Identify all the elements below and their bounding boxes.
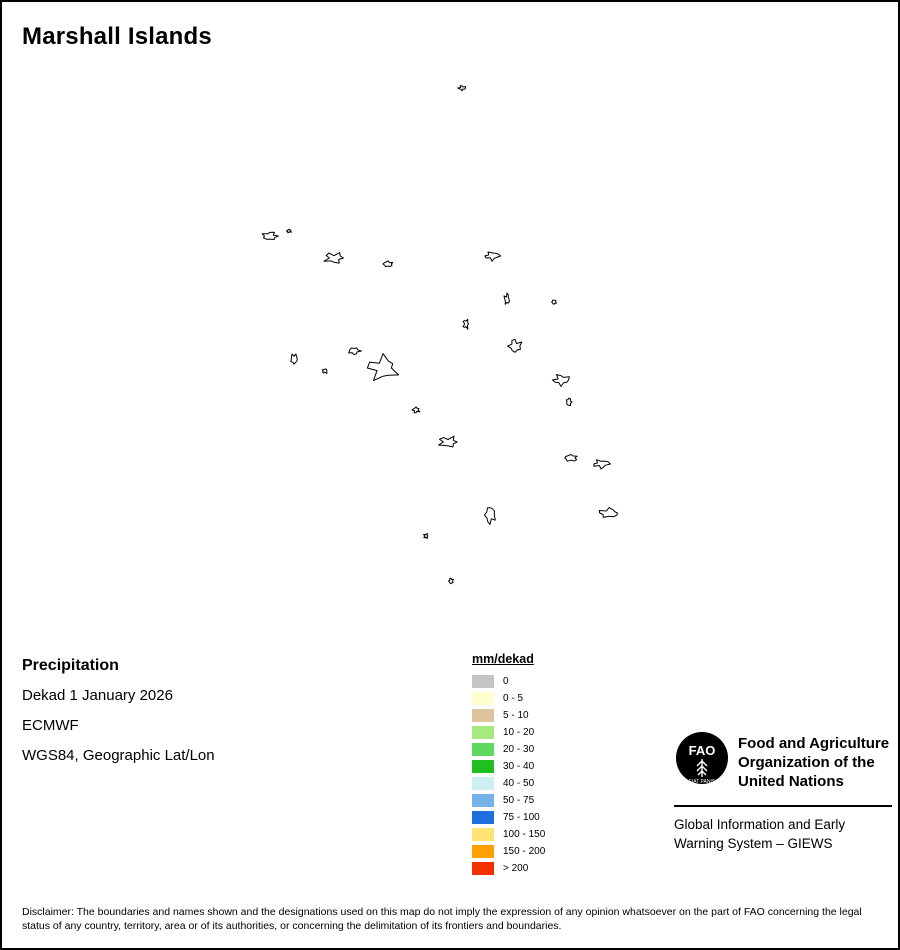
legend-row: 30 - 40 — [472, 758, 545, 775]
island-outline — [411, 406, 421, 414]
fao-divider — [674, 805, 892, 807]
giews-label: Global Information and Early Warning Sys… — [674, 815, 892, 853]
island-outline — [564, 454, 578, 462]
legend-swatch — [472, 726, 494, 739]
legend-swatch — [472, 777, 494, 790]
disclaimer: Disclaimer: The boundaries and names sho… — [22, 906, 862, 932]
legend-row: 75 - 100 — [472, 809, 545, 826]
legend-label: 150 - 200 — [503, 846, 546, 857]
island-outline — [323, 252, 344, 264]
island-outline — [484, 251, 502, 262]
legend-row: 20 - 30 — [472, 741, 545, 758]
legend-label: 20 - 30 — [503, 744, 535, 755]
legend-label: > 200 — [503, 863, 529, 874]
fao-org-name: Food and Agriculture Organization of the… — [738, 729, 889, 791]
projection-label: WGS84, Geographic Lat/Lon — [22, 747, 215, 764]
island-outline — [551, 374, 570, 387]
island-outline — [423, 533, 429, 539]
legend-label: 0 — [503, 676, 509, 687]
legend-label: 10 - 20 — [503, 727, 535, 738]
wheat-ear-icon — [696, 759, 708, 777]
island-outline — [462, 318, 470, 330]
legend-swatch — [472, 743, 494, 756]
island-outline — [457, 85, 467, 92]
legend-label: 100 - 150 — [503, 829, 546, 840]
island-outline — [438, 435, 458, 448]
legend-row: 50 - 75 — [472, 792, 545, 809]
island-outline — [507, 338, 523, 353]
island-outline — [348, 347, 362, 356]
legend-rows: 0 0 - 5 5 - 10 10 - 20 20 - 30 30 - 40 40 - 50… — [472, 673, 545, 877]
legend-swatch — [472, 675, 494, 688]
legend-swatch — [472, 692, 494, 705]
fao-logo-text: FAO — [689, 743, 716, 758]
fao-logo-motto: FIAT PANIS — [689, 779, 716, 785]
island-outline — [448, 577, 454, 585]
data-source: ECMWF — [22, 717, 79, 734]
legend-swatch — [472, 709, 494, 722]
legend-row: 5 - 10 — [472, 707, 545, 724]
legend-swatch — [472, 828, 494, 841]
page-title: Marshall Islands — [22, 23, 212, 50]
fao-org-line-2: Organization of the — [738, 754, 875, 771]
legend-label: 0 - 5 — [503, 693, 524, 704]
island-outline — [366, 353, 400, 382]
map-metadata: Precipitation Dekad 1 January 2026 ECMWF… — [22, 657, 215, 777]
island-outline — [321, 368, 328, 374]
legend-row: 0 — [472, 673, 545, 690]
fao-org-line-3: United Nations — [738, 773, 844, 790]
fao-block: FAO FIAT PANIS Food and Agriculture Orga… — [674, 729, 892, 853]
legend-row: 10 - 20 — [472, 724, 545, 741]
giews-line-1: Global Information and Early — [674, 817, 846, 832]
legend-swatch — [472, 845, 494, 858]
legend-row: > 200 — [472, 860, 545, 877]
fao-logo-icon: FAO FIAT PANIS — [676, 732, 728, 785]
legend-swatch — [472, 794, 494, 807]
dekad-label: Dekad 1 January 2026 — [22, 687, 173, 704]
fao-header: FAO FIAT PANIS Food and Agriculture Orga… — [674, 729, 892, 791]
product-name: Precipitation — [22, 657, 119, 674]
legend-label: 5 - 10 — [503, 710, 529, 721]
island-outline — [503, 292, 510, 305]
legend: mm/dekad 0 0 - 5 5 - 10 10 - 20 20 - 30 30 - … — [472, 652, 545, 877]
legend-row: 40 - 50 — [472, 775, 545, 792]
island-outline — [593, 459, 611, 470]
legend-label: 75 - 100 — [503, 812, 540, 823]
island-outline — [565, 397, 573, 407]
legend-label: 30 - 40 — [503, 761, 535, 772]
island-outline — [261, 231, 279, 240]
giews-line-2: Warning System – GIEWS — [674, 836, 833, 851]
legend-label: 50 - 75 — [503, 795, 535, 806]
legend-label: 40 - 50 — [503, 778, 535, 789]
island-outline — [286, 228, 293, 234]
legend-swatch — [472, 811, 494, 824]
legend-row: 0 - 5 — [472, 690, 545, 707]
island-outline — [483, 507, 496, 525]
legend-swatch — [472, 760, 494, 773]
island-outline — [598, 507, 618, 518]
legend-row: 100 - 150 — [472, 826, 545, 843]
legend-title: mm/dekad — [472, 652, 534, 666]
island-outline — [290, 353, 298, 365]
legend-row: 150 - 200 — [472, 843, 545, 860]
fao-logo-disc — [676, 732, 728, 784]
legend-swatch — [472, 862, 494, 875]
island-outline — [551, 299, 557, 305]
island-outline — [382, 260, 394, 267]
fao-org-line-1: Food and Agriculture — [738, 735, 890, 752]
